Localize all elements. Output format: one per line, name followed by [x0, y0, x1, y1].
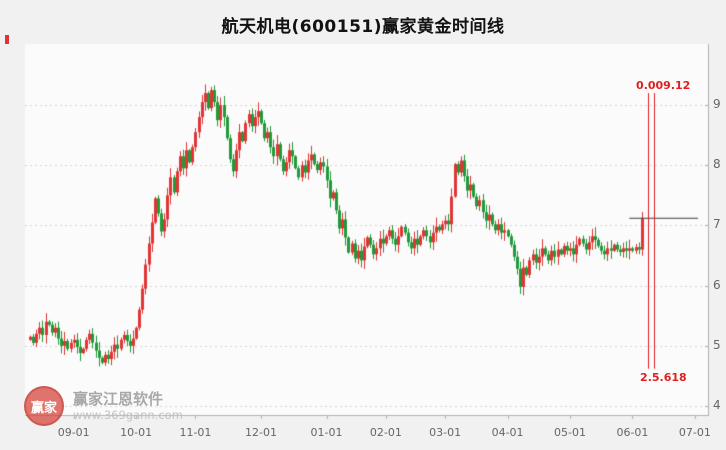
chart-title: 航天机电(600151)赢家黄金时间线 [221, 17, 505, 37]
x-axis-tick-label: 02-01 [369, 426, 402, 439]
x-axis-tick-label: 11-01 [179, 426, 212, 439]
x-axis-tick-label: 12-01 [245, 426, 277, 439]
y-axis-tick-label: 7 [713, 217, 721, 232]
x-axis-tick-label: 05-01 [554, 426, 586, 439]
brand-logo-icon: 赢家 [24, 386, 64, 426]
brand-name: 赢家江恩软件 [73, 389, 164, 408]
marker-bottom-label: 2.5.618 [640, 370, 687, 384]
y-axis-tick-label: 6 [713, 277, 721, 292]
x-axis-tick-label: 03-01 [429, 426, 462, 439]
x-axis-tick-label: 09-01 [57, 426, 90, 439]
left-red-marker [5, 35, 9, 44]
y-axis-tick-label: 5 [713, 337, 721, 352]
watermark: 赢家 赢家江恩软件 www.369gann.com [24, 386, 183, 426]
y-axis-tick-label: 9 [713, 97, 721, 112]
brand-url: www.369gann.com [73, 407, 183, 422]
x-axis-tick-label: 10-01 [120, 426, 153, 439]
x-axis-tick-label: 01-01 [310, 426, 343, 439]
marker-top-label: 0.009.12 [636, 79, 691, 93]
y-axis-tick-label: 8 [713, 157, 721, 172]
x-axis-tick-label: 06-01 [616, 426, 649, 439]
x-axis-tick-label: 04-01 [491, 426, 524, 439]
x-axis-tick-label: 07-01 [678, 426, 711, 439]
y-axis-tick-label: 4 [713, 397, 721, 412]
